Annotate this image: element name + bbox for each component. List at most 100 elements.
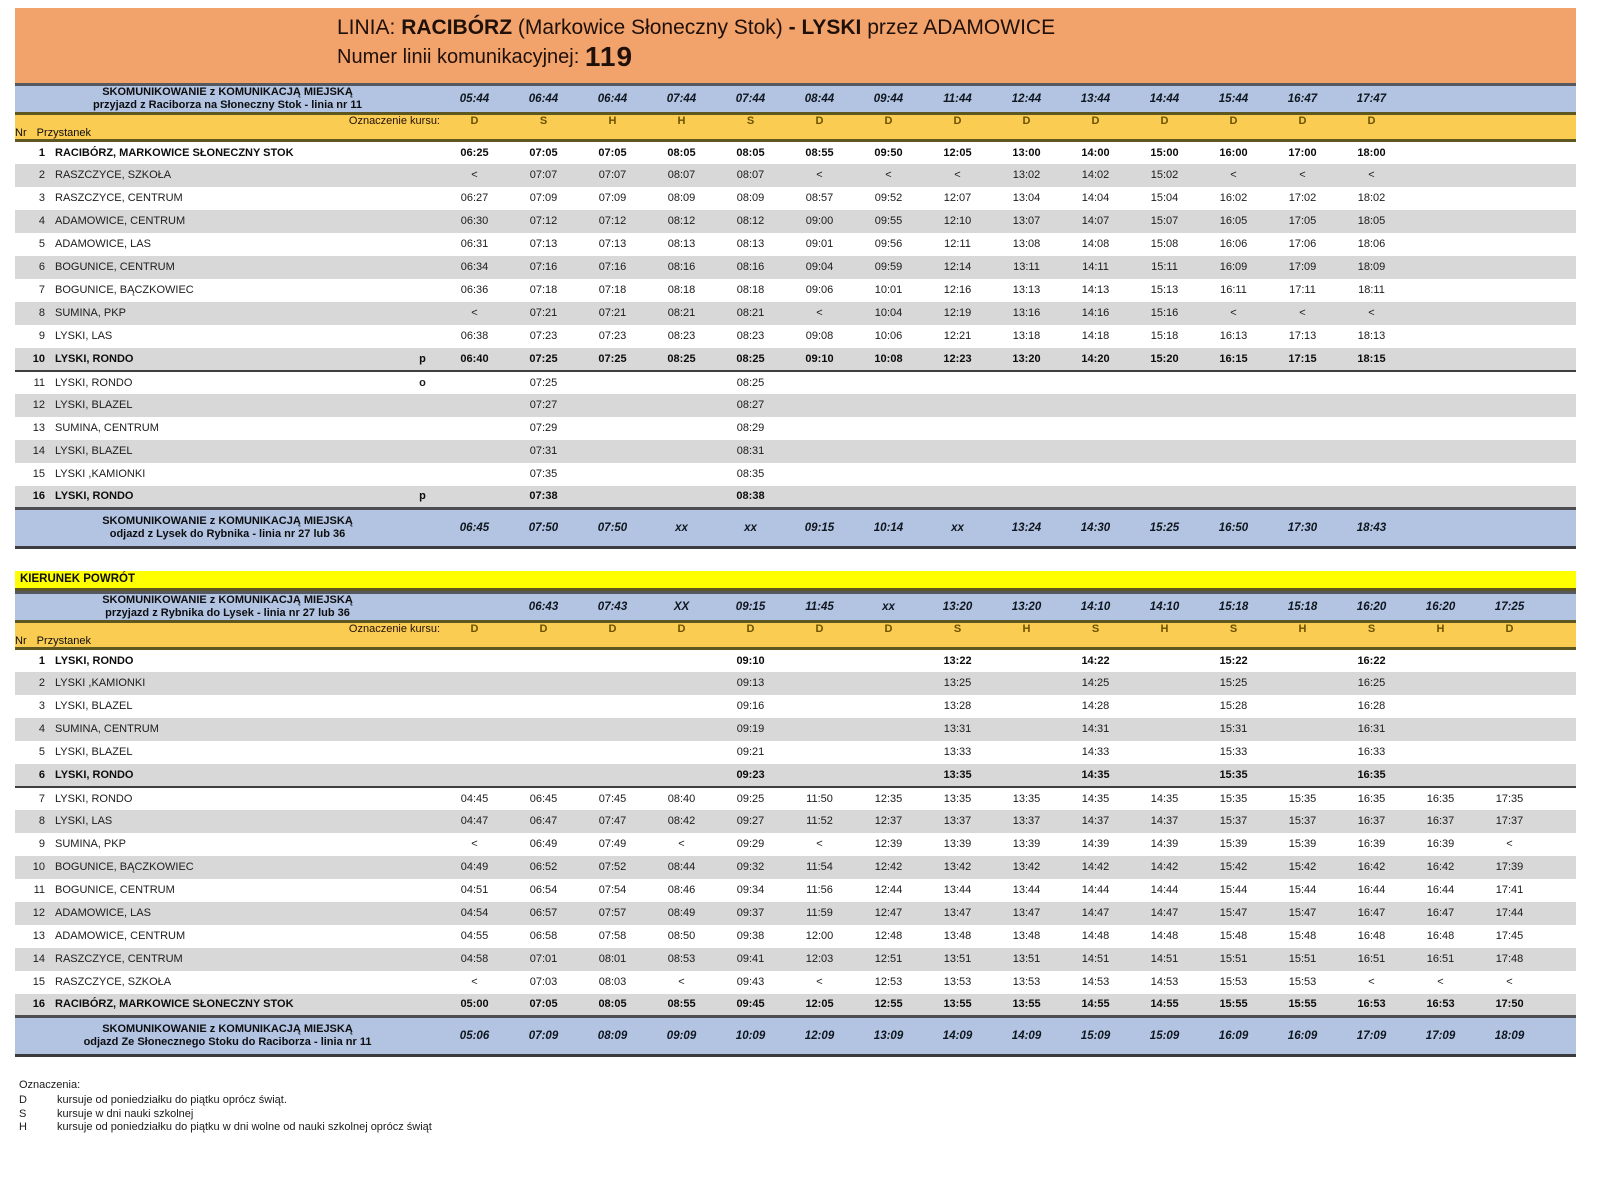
course-mark-cell: D xyxy=(539,623,548,635)
time-cell: 13:47 xyxy=(943,907,972,919)
connection-time-cell: 17:09 xyxy=(1356,1030,1387,1042)
stop-row: 12 ADAMOWICE, LAS 04:54 06:57 07:57 08:49 09:3… xyxy=(15,901,1577,925)
time-cell: 09:41 xyxy=(736,953,765,965)
filler-cell xyxy=(1544,925,1576,948)
direction-banner: KIERUNEK POWRÓT xyxy=(15,571,1576,591)
time-cell: < xyxy=(1506,838,1513,850)
time-cell: 14:44 xyxy=(1150,884,1179,896)
time-cell: 13:42 xyxy=(1012,861,1041,873)
filler-cell xyxy=(1544,810,1576,833)
time-cell: < xyxy=(816,976,823,988)
time-cell: 17:48 xyxy=(1495,953,1524,965)
time-cell: 16:44 xyxy=(1426,884,1455,896)
course-mark-cell: D xyxy=(1298,115,1307,127)
course-mark-cell: H xyxy=(1160,623,1169,635)
time-cell: 09:55 xyxy=(874,215,903,227)
time-cell xyxy=(785,440,854,463)
time-cell: 06:30 xyxy=(460,215,489,227)
time-cell: 16:33 xyxy=(1357,746,1386,758)
stop-number: 16 xyxy=(32,998,45,1011)
time-cell: 13:18 xyxy=(1012,330,1041,342)
stop-name: LYSKI, BLAZEL xyxy=(55,399,133,411)
connection-time-cell: 13:44 xyxy=(1080,93,1111,105)
stop-name-cell: 10 BOGUNICE, BĄCZKOWIEC xyxy=(15,856,405,879)
stop-number: 15 xyxy=(32,468,45,480)
course-mark-cell: D xyxy=(884,623,893,635)
time-cell: 14:42 xyxy=(1081,861,1110,873)
connection-time-cell: 15:18 xyxy=(1287,601,1318,613)
filler-cell xyxy=(1544,787,1576,810)
stop-name: LYSKI ,KAMIONKI xyxy=(55,677,146,689)
time-cell: 17:09 xyxy=(1288,261,1317,273)
time-cell: 14:42 xyxy=(1150,861,1179,873)
time-cell: 17:13 xyxy=(1288,330,1317,342)
time-cell: 13:04 xyxy=(1012,192,1041,204)
time-cell: 07:01 xyxy=(529,953,558,965)
time-cell: 14:08 xyxy=(1081,238,1110,250)
time-cell: 09:01 xyxy=(805,238,834,250)
time-cell xyxy=(1406,718,1475,741)
connection-time-cell xyxy=(1406,85,1475,114)
time-cell: 09:45 xyxy=(736,998,765,1011)
time-cell: 07:16 xyxy=(598,261,627,273)
stop-marker-cell xyxy=(405,925,440,948)
time-cell: 09:16 xyxy=(736,700,765,712)
course-mark-cell: D xyxy=(953,115,962,127)
time-cell: 18:15 xyxy=(1357,352,1386,365)
stop-number: 5 xyxy=(38,746,45,758)
time-cell: 15:11 xyxy=(1151,261,1178,273)
connection-row-bottom: SKOMUNIKOWANIE z KOMUNIKACJĄ MIEJSKĄ odja… xyxy=(15,508,1576,548)
time-cell xyxy=(854,649,923,672)
time-cell: 06:25 xyxy=(460,146,489,159)
time-cell: 14:22 xyxy=(1081,654,1110,667)
time-cell xyxy=(578,486,647,509)
time-cell: 13:44 xyxy=(943,884,972,896)
time-cell: 08:35 xyxy=(736,468,765,480)
time-cell: 13:28 xyxy=(943,700,972,712)
time-cell: 08:25 xyxy=(667,352,696,365)
time-cell xyxy=(1199,440,1268,463)
connection-time-cell: 16:09 xyxy=(1218,1030,1249,1042)
time-cell xyxy=(854,718,923,741)
time-cell: 09:06 xyxy=(805,284,834,296)
time-cell: 07:05 xyxy=(529,146,558,159)
stop-marker-cell xyxy=(405,672,440,695)
time-cell: 09:43 xyxy=(736,976,765,988)
time-cell: 16:48 xyxy=(1426,930,1455,942)
time-cell xyxy=(854,764,923,787)
time-cell: 16:11 xyxy=(1220,284,1247,296)
stop-number: 12 xyxy=(32,907,45,919)
time-cell: 12:05 xyxy=(943,146,972,159)
stop-name-cell: 7 LYSKI, RONDO xyxy=(15,787,405,810)
time-cell: 16:31 xyxy=(1357,723,1386,735)
time-cell: 08:13 xyxy=(667,238,696,250)
stop-name-cell: 9 LYSKI, LAS xyxy=(15,325,405,348)
filler-cell xyxy=(1544,325,1576,348)
time-cell: 15:37 xyxy=(1219,815,1248,827)
time-cell xyxy=(1130,463,1199,486)
filler-cell xyxy=(1544,210,1576,233)
connection-time-cell xyxy=(440,593,509,622)
connection-time-cell: 07:44 xyxy=(666,93,697,105)
filler-cell xyxy=(1544,509,1576,548)
time-cell: 15:47 xyxy=(1288,907,1317,919)
course-marks-label: Oznaczenie kursu: xyxy=(348,623,441,635)
connection-time-cell: 06:44 xyxy=(528,93,559,105)
time-cell: < xyxy=(954,169,961,181)
stop-row: 11 BOGUNICE, CENTRUM 04:51 06:54 07:54 08:46 0… xyxy=(15,879,1576,902)
stop-name: ADAMOWICE, LAS xyxy=(55,907,151,919)
time-cell: 09:37 xyxy=(736,907,765,919)
time-cell: 15:47 xyxy=(1219,907,1248,919)
connection-time-cell: 10:14 xyxy=(873,522,904,534)
time-cell xyxy=(1406,695,1475,718)
time-cell: 17:00 xyxy=(1288,146,1317,159)
time-cell: 16:42 xyxy=(1426,861,1455,873)
time-cell xyxy=(440,463,509,486)
time-cell: 17:37 xyxy=(1495,815,1524,827)
stop-number: 15 xyxy=(32,976,45,988)
time-cell: 15:02 xyxy=(1150,169,1179,181)
time-cell: 15:48 xyxy=(1219,930,1248,942)
